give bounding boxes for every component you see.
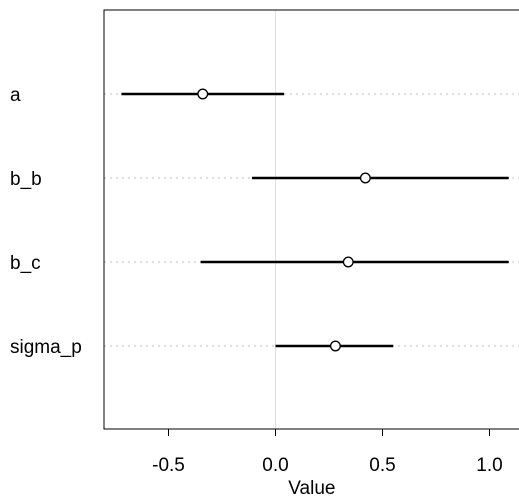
- plot-frame: [103, 9, 519, 430]
- x-tick-label: 0.5: [369, 455, 395, 476]
- point-estimate-sigma_p: [329, 340, 341, 352]
- point-estimate-b_b: [359, 172, 371, 184]
- row-label-a: a: [10, 85, 21, 106]
- point-estimate-b_c: [342, 256, 354, 268]
- x-tick-label: 0.0: [262, 455, 288, 476]
- row-label-sigma_p: sigma_p: [10, 337, 82, 358]
- row-label-b_c: b_c: [10, 253, 41, 274]
- point-estimate-a: [197, 88, 209, 100]
- x-axis-title: Value: [288, 478, 335, 499]
- row-label-b_b: b_b: [10, 169, 42, 190]
- x-tick-label: 1.0: [476, 455, 502, 476]
- x-tick-label: -0.5: [152, 455, 185, 476]
